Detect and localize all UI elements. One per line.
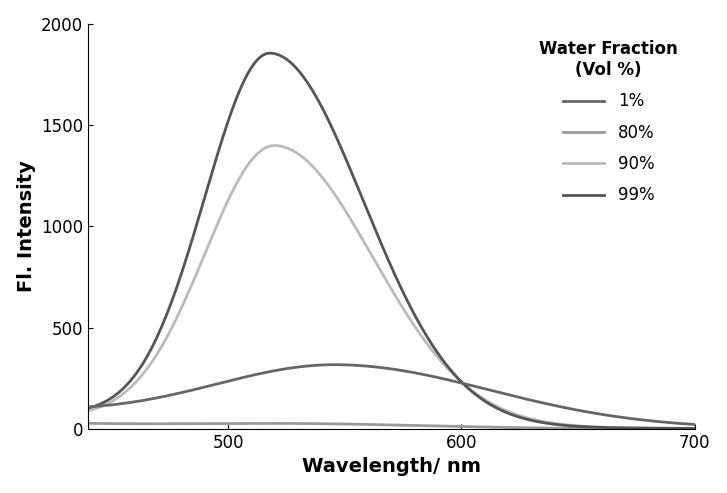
- Line: 99%: 99%: [41, 53, 727, 428]
- Line: 80%: 80%: [41, 422, 727, 429]
- 1%: [37, 405, 46, 411]
- 90%: [378, 271, 387, 277]
- 1%: [73, 405, 81, 411]
- 1%: [359, 363, 368, 369]
- 99%: [265, 50, 274, 56]
- 1%: [378, 365, 387, 371]
- Line: 90%: 90%: [41, 145, 727, 428]
- 1%: [588, 410, 597, 416]
- Legend: 1%, 80%, 90%, 99%: 1%, 80%, 90%, 99%: [531, 32, 686, 213]
- 90%: [37, 412, 46, 418]
- 99%: [378, 243, 387, 249]
- 90%: [717, 425, 726, 431]
- 99%: [717, 425, 726, 431]
- 90%: [359, 238, 368, 244]
- X-axis label: Wavelength/ nm: Wavelength/ nm: [302, 458, 481, 476]
- 99%: [359, 198, 368, 204]
- 80%: [716, 426, 725, 432]
- 80%: [377, 422, 386, 428]
- 90%: [717, 425, 726, 431]
- 99%: [717, 425, 726, 431]
- 99%: [37, 408, 46, 414]
- 1%: [717, 423, 726, 429]
- Y-axis label: Fl. Intensity: Fl. Intensity: [17, 160, 36, 292]
- 99%: [588, 424, 597, 430]
- 90%: [73, 410, 81, 416]
- 1%: [717, 423, 726, 429]
- Line: 1%: 1%: [41, 365, 727, 426]
- 90%: [270, 142, 278, 148]
- 80%: [717, 426, 726, 432]
- 1%: [331, 362, 340, 368]
- 99%: [73, 407, 81, 413]
- 80%: [37, 419, 46, 425]
- 80%: [359, 422, 368, 427]
- 80%: [588, 425, 597, 431]
- 80%: [73, 420, 81, 426]
- 90%: [588, 424, 597, 430]
